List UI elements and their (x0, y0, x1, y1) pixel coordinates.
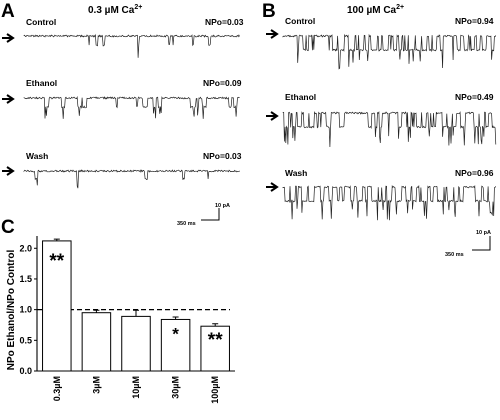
trace-ethanol (23, 95, 240, 119)
trace-label-ethanol: Ethanol (285, 92, 316, 102)
x-tick-label: 100µM (210, 376, 220, 404)
x-tick-label: 30µM (171, 376, 181, 399)
trace-npo-control: NPo=0.94 (455, 16, 494, 26)
y-tick-label: 2.0 (19, 243, 32, 253)
trace-ethanol (282, 110, 497, 148)
y-tick-label: 1.5 (19, 274, 32, 284)
trace-label-wash: Wash (26, 151, 48, 161)
scale-bar (201, 208, 220, 221)
panel-c: C NPo Ethanol/NPo Control 0.0 0.5 1.0 1.5 2.… (1, 217, 235, 404)
scale-time-label: 350 ms (445, 252, 464, 258)
x-tick-label: 10µM (131, 376, 141, 399)
panel-a-title: 0.3 µM Ca2+ (88, 4, 142, 16)
panel-b-letter: B (262, 1, 276, 22)
trace-label-control: Control (26, 17, 56, 27)
trace-label-wash: Wash (285, 168, 307, 178)
bar (81, 312, 112, 372)
panel-b: B 100 µM Ca2+ Control NPo=0.94 Ethanol N… (262, 1, 497, 258)
trace-arrow-icon (2, 166, 15, 176)
significance-marker: ** (208, 330, 223, 351)
significance-marker: ** (49, 251, 64, 272)
trace-wash (23, 169, 240, 189)
trace-control (23, 33, 240, 58)
significance-marker: * (172, 324, 179, 343)
trace-npo-control: NPo=0.03 (205, 17, 244, 27)
y-tick-label: 0.5 (19, 335, 32, 345)
bar (121, 315, 151, 372)
panel-a-letter: A (1, 1, 15, 22)
trace-arrow-icon (2, 94, 15, 104)
scale-current-label: 10 pA (215, 203, 230, 209)
error-bar (172, 316, 179, 320)
error-bar (212, 323, 219, 327)
trace-npo-ethanol: NPo=0.09 (203, 78, 242, 88)
trace-npo-wash: NPo=0.03 (203, 151, 242, 161)
trace-label-control: Control (285, 16, 315, 26)
error-bar (133, 309, 139, 317)
trace-arrow-icon (2, 33, 15, 43)
panel-c-letter: C (1, 217, 15, 238)
trace-npo-wash: NPo=0.96 (455, 168, 494, 178)
error-bar (53, 238, 60, 241)
panel-a: A 0.3 µM Ca2+ Control NPo=0.03 Ethanol N… (1, 1, 244, 227)
trace-control (282, 33, 497, 70)
y-axis-title: NPo Ethanol/NPo Control (6, 250, 17, 371)
trace-arrow-icon (266, 111, 279, 121)
trace-wash (282, 184, 497, 221)
bar (42, 240, 72, 372)
x-tick-label: 0.3µM (52, 376, 62, 401)
trace-label-ethanol: Ethanol (26, 78, 57, 88)
y-tick-label: 1.0 (19, 305, 32, 315)
trace-arrow-icon (266, 29, 279, 39)
bar-chart: 0.0 0.5 1.0 1.5 2.0 ** 0.3µM 3µM 10µM * 30µM ** 100µ… (19, 236, 235, 404)
trace-arrow-icon (266, 182, 279, 192)
x-tick-label: 3µM (91, 376, 101, 394)
panel-b-title: 100 µM Ca2+ (347, 4, 404, 16)
scale-time-label: 350 ms (177, 221, 196, 227)
trace-npo-ethanol: NPo=0.49 (455, 92, 494, 102)
error-bar (93, 309, 100, 313)
scale-current-label: 10 pA (476, 230, 491, 236)
scale-bar (472, 236, 491, 251)
y-tick-label: 0.0 (19, 366, 32, 376)
